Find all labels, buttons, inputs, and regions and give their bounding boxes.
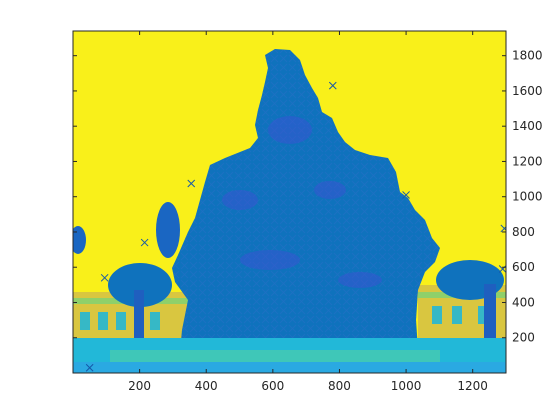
x-tick-label: 1200 — [457, 379, 488, 393]
data-point-marker — [140, 238, 149, 247]
data-point-marker — [85, 363, 94, 372]
x-tick-label: 1000 — [391, 379, 422, 393]
y-tick-label: 600 — [512, 260, 535, 274]
y-axis: 200 400 600 800 1000 1200 1400 1600 1800 — [73, 49, 543, 345]
y-tick-label: 1400 — [512, 119, 543, 133]
outlier-markers — [85, 81, 506, 372]
data-point-marker — [100, 273, 109, 282]
y-tick-label: 800 — [512, 225, 535, 239]
y-tick-label: 1000 — [512, 190, 543, 204]
tree-texture — [172, 49, 440, 352]
y-tick-label: 400 — [512, 295, 535, 309]
data-point-marker — [328, 81, 337, 90]
x-tick-label: 400 — [195, 379, 218, 393]
tree-highlights — [222, 116, 382, 288]
axes-box — [72, 30, 507, 374]
side-trees — [73, 202, 504, 350]
data-point-marker — [500, 224, 506, 233]
y-tick-label: 1800 — [512, 49, 543, 63]
data-point-marker — [187, 179, 196, 188]
data-point-marker — [402, 191, 410, 199]
x-tick-label: 200 — [128, 379, 151, 393]
y-tick-label: 1200 — [512, 154, 543, 168]
y-tick-label: 1600 — [512, 84, 543, 98]
x-tick-label: 600 — [261, 379, 284, 393]
x-tick-label: 800 — [328, 379, 351, 393]
x-axis: 200 400 600 800 1000 1200 — [128, 31, 488, 393]
ground — [73, 338, 506, 373]
y-tick-label: 200 — [512, 331, 535, 345]
data-point-marker — [498, 265, 506, 273]
plot-area — [73, 31, 506, 373]
